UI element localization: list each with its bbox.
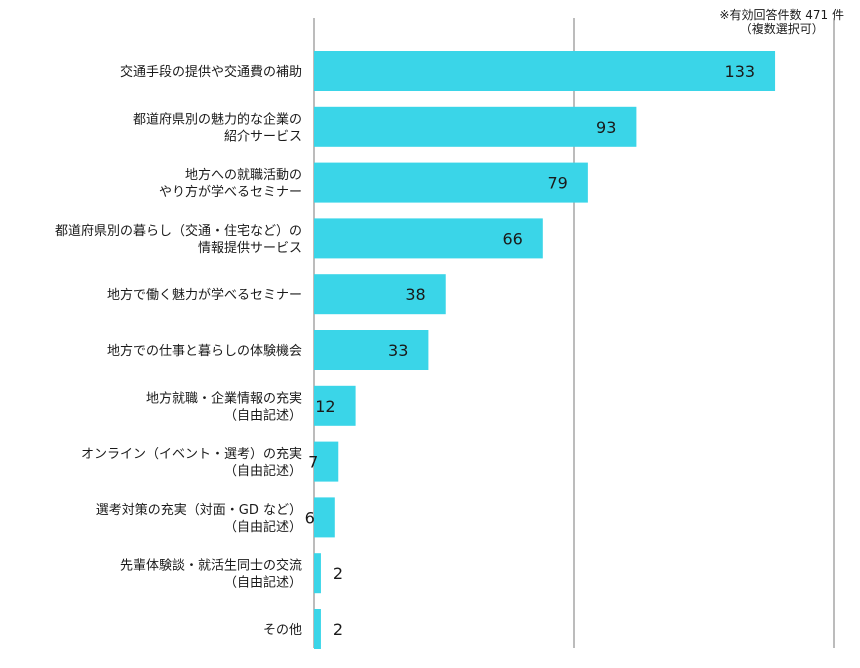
value-label-8: 6 [305,508,315,527]
value-label-1: 93 [596,118,616,137]
category-label-7: オンライン（イベント・選考）の充実（自由記述） [81,446,302,479]
value-label-0: 133 [725,62,756,81]
value-label-3: 66 [502,229,522,248]
note-line-1: ※有効回答件数 471 件 [719,8,844,22]
bar-7 [314,441,339,482]
bar-4 [314,274,446,315]
category-label-9: 先輩体験談・就活生同士の交流（自由記述） [120,558,302,591]
category-label-8: 選考対策の充実（対面・GD など）（自由記述） [96,502,302,535]
bar-0 [314,51,776,91]
category-label-10: その他 [263,623,302,638]
category-label-2: 地方への就職活動のやり方が学べるセミナー [159,167,302,200]
note-line-2: （複数選択可） [739,22,824,36]
category-label-3: 都道府県別の暮らし（交通・住宅など）の情報提供サービス [55,223,302,256]
value-label-10: 2 [333,620,343,639]
bar-9 [314,553,321,594]
bar-2 [314,162,588,203]
bar-6 [314,385,356,426]
value-label-5: 33 [388,341,408,360]
value-label-9: 2 [333,564,343,583]
category-label-1: 都道府県別の魅力的な企業の紹介サービス [133,111,302,144]
bar-1 [314,106,637,147]
category-label-4: 地方で働く魅力が学べるセミナー [107,287,302,303]
response-note: ※有効回答件数 471 件 （複数選択可） [719,8,844,36]
bar-3 [314,218,543,259]
bar-10 [314,609,321,649]
value-label-7: 7 [308,453,318,472]
value-label-2: 79 [548,174,568,193]
bar-8 [314,497,335,538]
category-label-0: 交通手段の提供や交通費の補助 [120,64,302,80]
value-label-6: 12 [315,397,335,416]
bar-5 [314,330,429,370]
category-label-5: 地方での仕事と暮らしの体験機会 [107,343,302,359]
category-label-6: 地方就職・企業情報の充実（自由記述） [146,390,302,423]
value-label-4: 38 [405,285,425,304]
